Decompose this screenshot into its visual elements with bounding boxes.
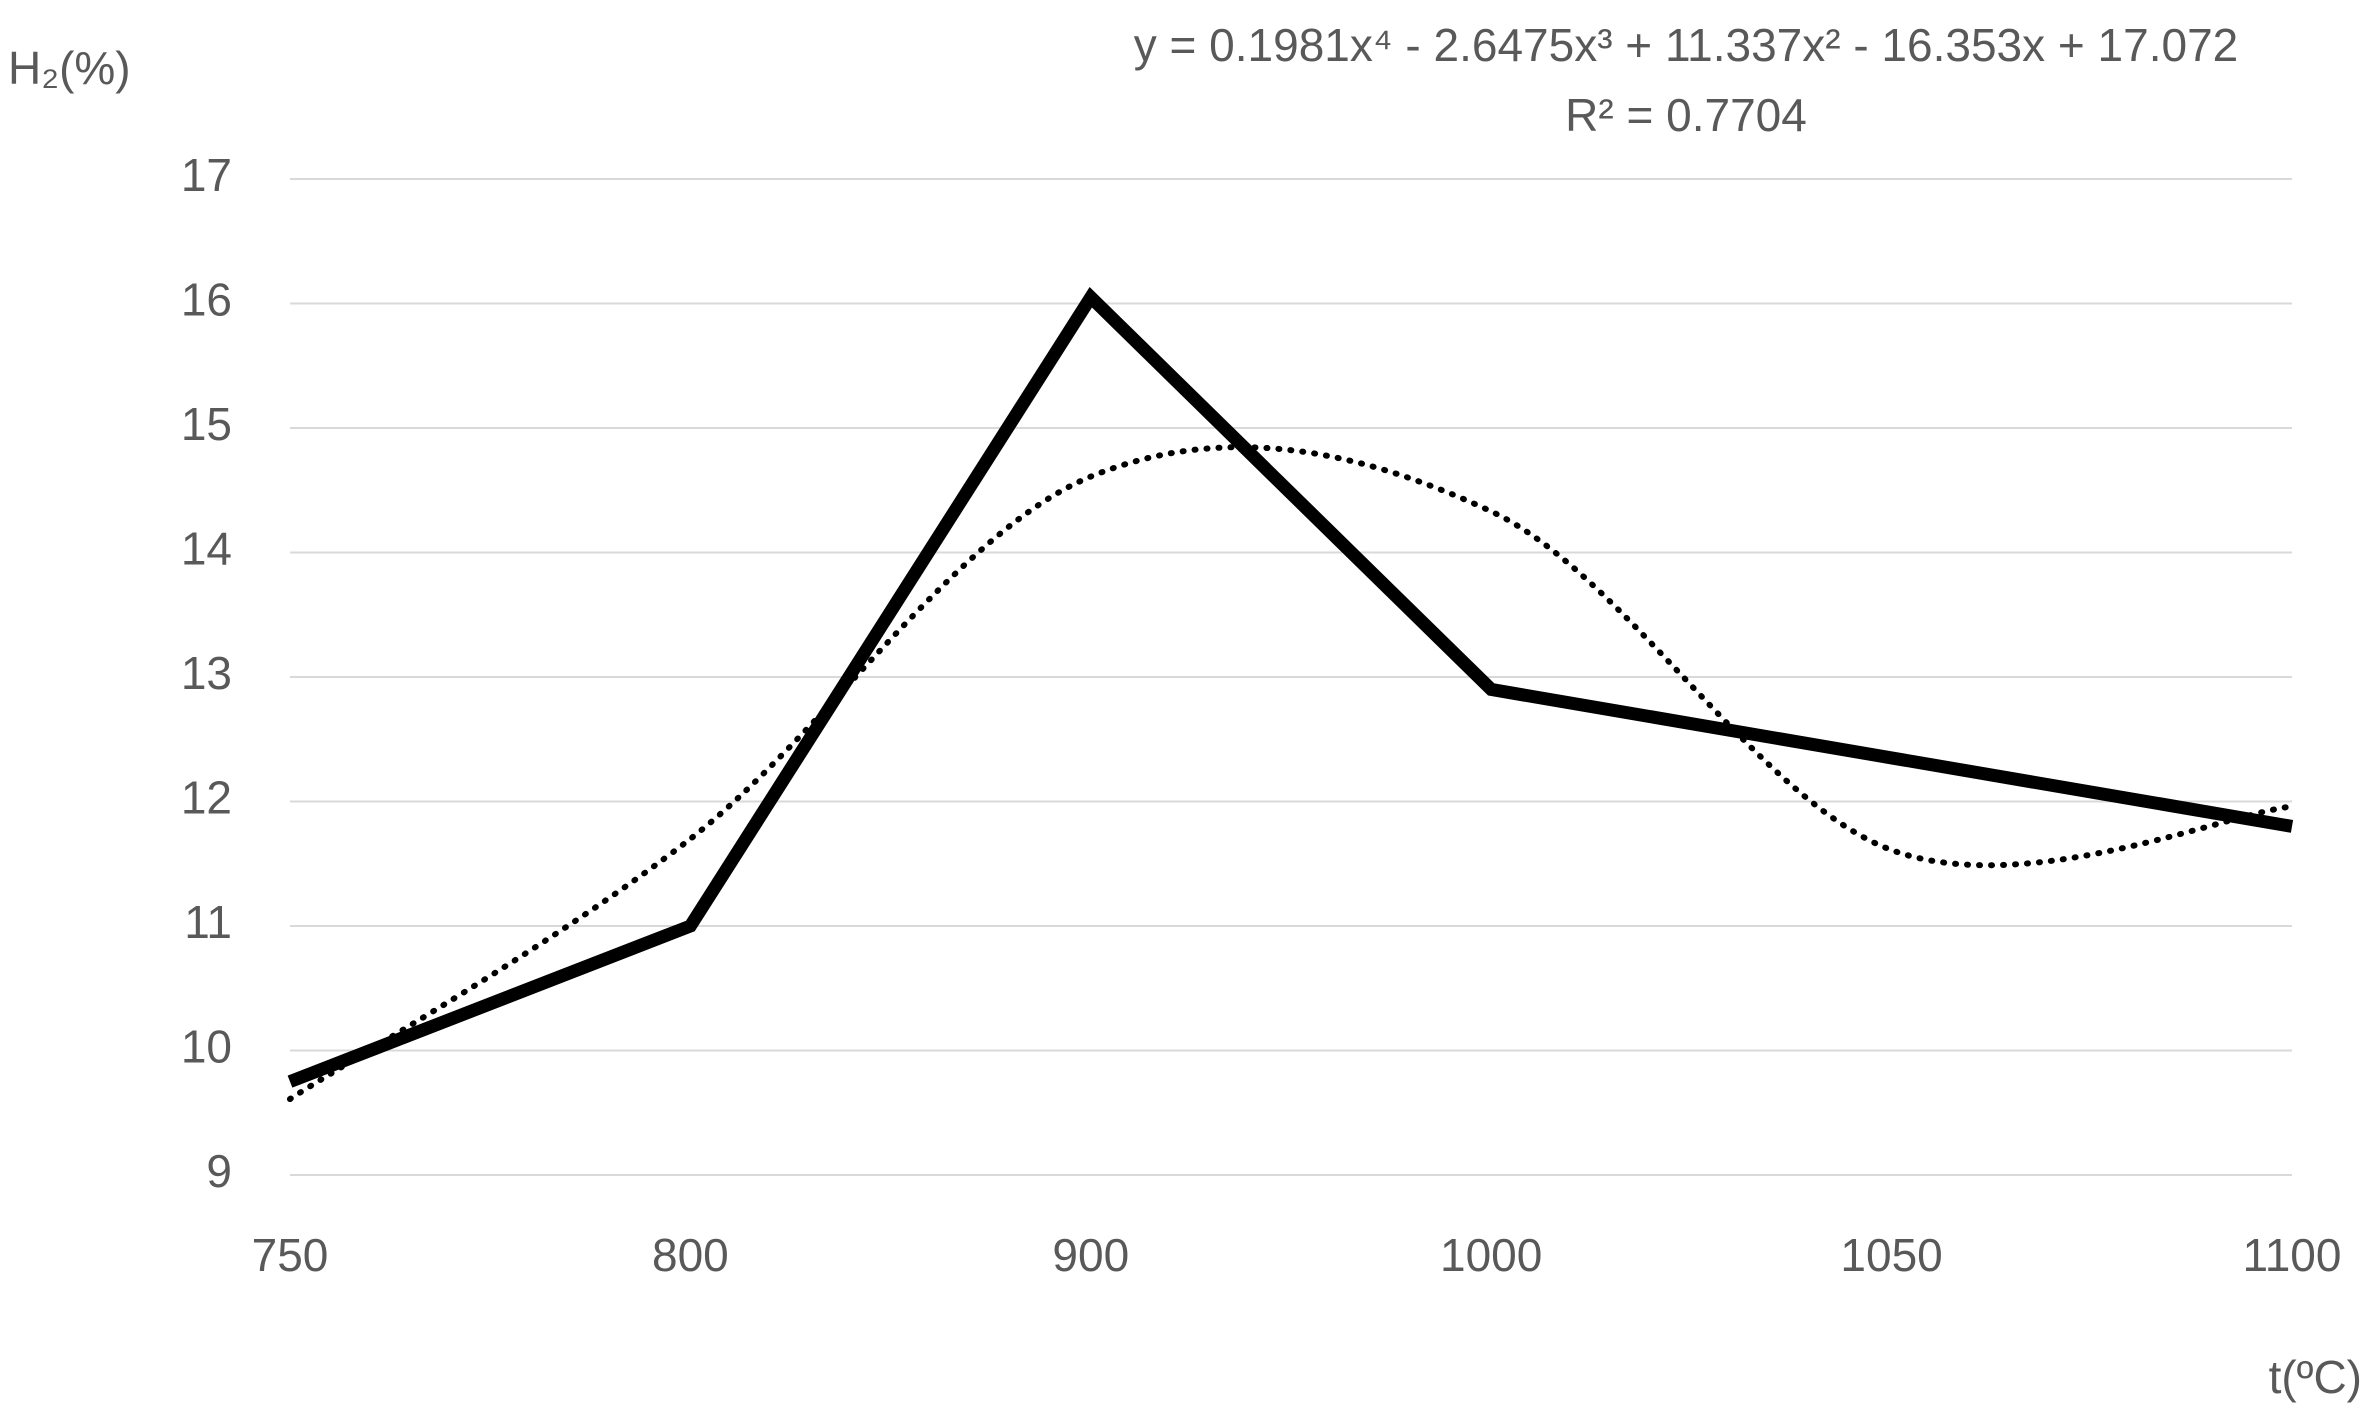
x-axis-title: t(ºC) (2269, 1351, 2362, 1403)
y-tick-label: 9 (206, 1145, 232, 1197)
y-tick-label: 14 (181, 523, 232, 575)
y-tick-label: 15 (181, 398, 232, 450)
data-line (287, 287, 2294, 1088)
x-tick-label: 800 (652, 1229, 729, 1281)
y-tick-label: 13 (181, 647, 232, 699)
x-tick-label: 900 (1052, 1229, 1129, 1281)
y-tick-label: 17 (181, 149, 232, 201)
y-tick-label: 12 (181, 772, 232, 824)
y-tick-label: 16 (181, 274, 232, 326)
trend-equation: y = 0.1981x⁴ - 2.6475x³ + 11.337x² - 16.… (1134, 19, 2239, 71)
y-tick-label: 11 (184, 896, 232, 948)
x-tick-label: 1050 (1840, 1229, 1942, 1281)
trend-r2: R² = 0.7704 (1565, 89, 1807, 141)
x-tick-label: 1000 (1440, 1229, 1542, 1281)
trend-line (287, 444, 2295, 1103)
x-tick-label: 1100 (2243, 1229, 2342, 1281)
y-tick-label: 10 (181, 1021, 232, 1073)
x-tick-label: 750 (252, 1229, 329, 1281)
y-axis-title: H₂(%) (8, 42, 131, 94)
